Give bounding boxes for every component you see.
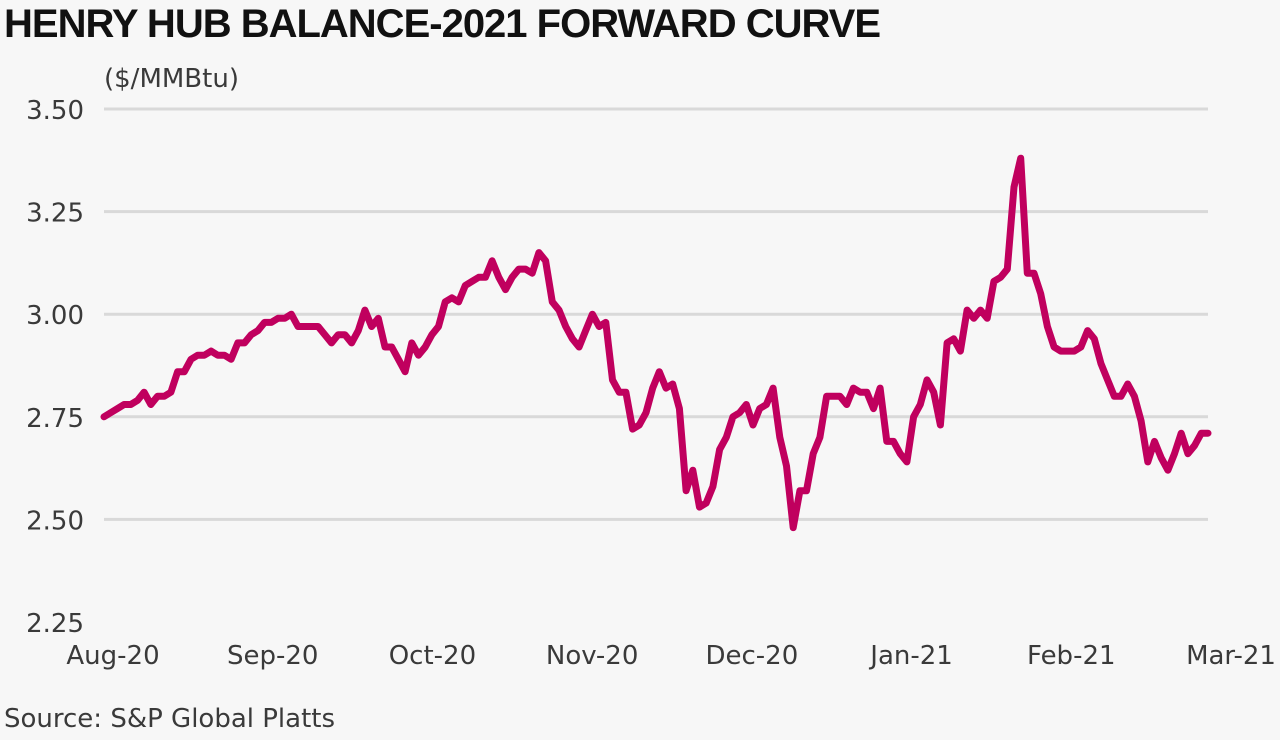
x-axis-ticks: Aug-20 Sep-20 Oct-20 Nov-20 Dec-20 Jan-21 Feb-…: [66, 641, 1276, 671]
x-tick-label: Mar-21: [1186, 641, 1276, 671]
chart-title: HENRY HUB BALANCE-2021 FORWARD CURVE: [4, 2, 881, 46]
series-line: [100, 154, 1212, 532]
y-tick-label: 2.50: [26, 506, 84, 536]
series-group: [100, 154, 1212, 532]
y-tick-label: 2.75: [26, 404, 84, 434]
y-axis-unit-label: ($/MMBtu): [104, 64, 239, 94]
x-tick-label: Aug-20: [66, 641, 159, 671]
y-axis-ticks: 3.50 3.25 3.00 2.75 2.50 2.25: [26, 96, 84, 639]
y-tick-label: 2.25: [26, 609, 84, 639]
y-tick-label: 3.25: [26, 199, 84, 229]
source-note: Source: S&P Global Platts: [4, 704, 336, 734]
x-tick-label: Feb-21: [1027, 641, 1116, 671]
x-tick-label: Jan-21: [868, 641, 953, 671]
x-tick-label: Dec-20: [705, 641, 798, 671]
x-tick-label: Oct-20: [389, 641, 476, 671]
y-tick-label: 3.00: [26, 301, 84, 331]
x-tick-label: Sep-20: [227, 641, 318, 671]
x-tick-label: Nov-20: [546, 641, 639, 671]
y-tick-label: 3.50: [26, 96, 84, 126]
